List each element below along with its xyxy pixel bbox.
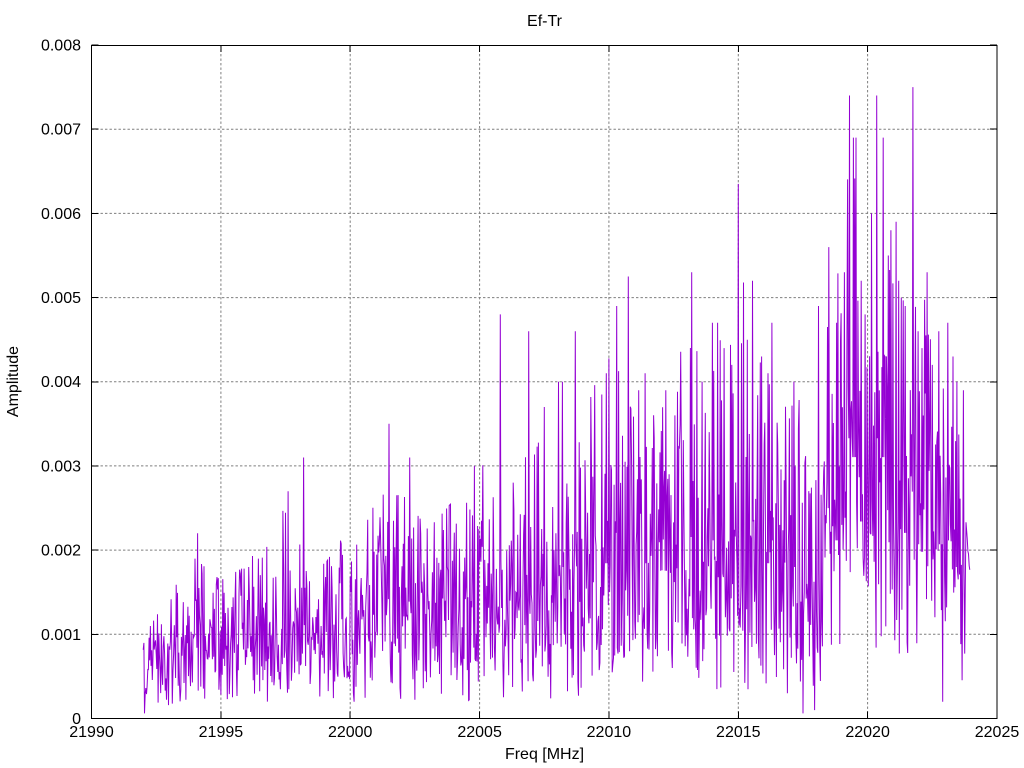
svg-text:0.004: 0.004 <box>41 374 81 391</box>
svg-text:0.007: 0.007 <box>41 122 81 139</box>
svg-text:21990: 21990 <box>69 724 114 741</box>
svg-text:22025: 22025 <box>975 724 1020 741</box>
svg-text:0.002: 0.002 <box>41 543 81 560</box>
svg-text:0.005: 0.005 <box>41 290 81 307</box>
svg-text:21995: 21995 <box>199 724 244 741</box>
svg-text:0.001: 0.001 <box>41 627 81 644</box>
svg-text:Ef-Tr: Ef-Tr <box>527 13 563 30</box>
svg-text:0.008: 0.008 <box>41 38 81 55</box>
svg-text:22015: 22015 <box>716 724 761 741</box>
svg-text:Amplitude: Amplitude <box>5 346 22 417</box>
svg-text:Freq [MHz]: Freq [MHz] <box>505 746 584 763</box>
svg-text:22020: 22020 <box>845 724 890 741</box>
svg-text:0: 0 <box>72 711 81 728</box>
svg-text:0.006: 0.006 <box>41 206 81 223</box>
svg-text:22010: 22010 <box>587 724 632 741</box>
svg-text:0.003: 0.003 <box>41 458 81 475</box>
svg-text:22005: 22005 <box>457 724 502 741</box>
svg-text:22000: 22000 <box>328 724 373 741</box>
